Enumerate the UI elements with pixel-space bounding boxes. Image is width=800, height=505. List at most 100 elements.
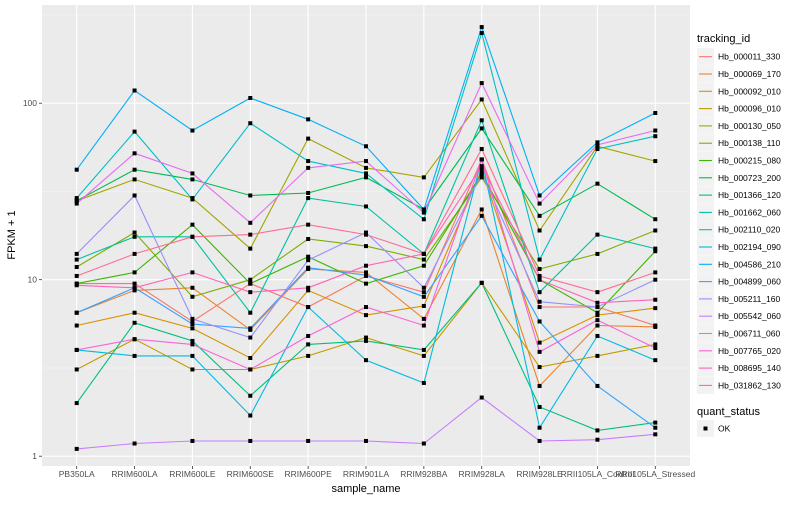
data-point-Hb_006711_060 (74, 201, 79, 206)
data-point-Hb_006711_060 (537, 201, 542, 206)
data-point-Hb_005211_160 (306, 258, 311, 263)
data-point-Hb_000723_200 (248, 193, 253, 198)
data-point-Hb_031862_130 (306, 222, 311, 227)
data-point-Hb_000092_010 (537, 340, 542, 345)
data-point-Hb_001662_060 (479, 118, 484, 123)
data-point-Hb_000092_010 (364, 313, 368, 318)
legend-label: Hb_000069_170 (718, 69, 781, 79)
data-point-Hb_007765_020 (653, 346, 658, 351)
data-point-Hb_031862_130 (364, 232, 368, 237)
data-point-Hb_001366_120 (190, 338, 195, 343)
data-point-Hb_004586_210 (537, 193, 542, 198)
data-point-Hb_000069_170 (595, 323, 600, 328)
data-point-Hb_005211_160 (537, 299, 542, 304)
data-point-Hb_000723_200 (132, 167, 137, 172)
data-point-Hb_000069_170 (421, 316, 426, 321)
legend-label: Hb_005542_060 (718, 311, 781, 321)
legend-label: Hb_004899_060 (718, 277, 781, 287)
x-tick-label: RRII105LA_Stressed (615, 469, 695, 479)
data-point-Hb_004586_210 (190, 128, 195, 133)
data-point-Hb_000092_010 (595, 313, 600, 318)
legend-label: Hb_000092_010 (718, 86, 781, 96)
data-point-Hb_000130_050 (653, 159, 658, 164)
data-point-Hb_002194_090 (306, 305, 311, 310)
data-point-Hb_006711_060 (653, 128, 658, 133)
data-point-Hb_000723_200 (653, 217, 658, 222)
data-point-Hb_006711_060 (248, 220, 253, 225)
legend-label: Hb_008695_140 (718, 363, 781, 373)
data-point-Hb_031862_130 (595, 290, 600, 295)
data-point-Hb_000069_170 (537, 383, 542, 388)
data-point-Hb_001366_120 (537, 404, 542, 409)
data-point-Hb_005542_060 (306, 438, 311, 443)
data-point-Hb_005542_060 (421, 441, 426, 446)
data-point-Hb_005542_060 (595, 437, 600, 442)
data-point-Hb_000138_110 (653, 228, 658, 233)
data-point-Hb_005542_060 (190, 438, 195, 443)
data-point-Hb_004586_210 (653, 110, 658, 115)
legend-label: Hb_002194_090 (718, 242, 781, 252)
data-point-Hb_000215_080 (595, 310, 600, 315)
data-point-Hb_001662_060 (537, 290, 542, 295)
x-tick-label: RRIM901LA (343, 469, 390, 479)
data-point-Hb_000069_170 (479, 207, 484, 212)
data-point-Hb_001366_120 (653, 420, 658, 425)
data-point-Hb_006711_060 (479, 81, 484, 86)
data-point-Hb_008695_140 (306, 285, 311, 290)
legend-label: Hb_007765_020 (718, 346, 781, 356)
x-tick-label: RRIM600SE (227, 469, 275, 479)
data-point-Hb_002194_090 (190, 353, 195, 358)
x-tick-label: PB350LA (59, 469, 95, 479)
data-point-Hb_000138_110 (190, 294, 195, 299)
data-point-Hb_000723_200 (595, 181, 600, 186)
data-point-Hb_006711_060 (595, 142, 600, 147)
data-point-Hb_001366_120 (479, 280, 484, 285)
data-point-Hb_007765_020 (306, 333, 311, 338)
x-axis: PB350LA RRIM600LA RRIM600LE RRIM600SE RRIM60… (59, 466, 695, 479)
data-point-Hb_031862_130 (537, 273, 542, 278)
data-point-Hb_002110_020 (306, 159, 311, 164)
data-point-Hb_001366_120 (595, 428, 600, 433)
data-point-Hb_005211_160 (421, 285, 426, 290)
data-point-Hb_002110_020 (364, 171, 368, 176)
data-point-Hb_008695_140 (595, 300, 600, 305)
x-tick-label: RRIM600LA (111, 469, 158, 479)
shape-legend-label: OK (718, 424, 731, 434)
data-point-Hb_000215_080 (421, 263, 426, 268)
x-tick-label: RRIM928LA (459, 469, 506, 479)
data-point-Hb_007765_020 (74, 347, 79, 352)
data-points (74, 25, 658, 451)
data-point-Hb_004899_060 (421, 294, 426, 299)
data-point-Hb_002110_020 (479, 30, 484, 35)
data-point-Hb_007765_020 (190, 342, 195, 347)
data-point-Hb_000138_110 (132, 230, 137, 235)
data-point-Hb_001366_120 (364, 338, 368, 343)
data-point-Hb_000138_110 (74, 265, 79, 270)
data-point-Hb_000138_110 (248, 277, 253, 282)
y-tick-label: 1 (32, 451, 37, 461)
data-point-Hb_000215_080 (364, 281, 368, 286)
data-point-Hb_002110_020 (132, 129, 137, 134)
data-point-Hb_007765_020 (248, 367, 253, 372)
data-point-Hb_007765_020 (364, 305, 368, 310)
x-tick-label: RRII105LA_Control (561, 469, 635, 479)
data-point-Hb_000096_010 (364, 335, 368, 340)
data-point-Hb_000130_050 (306, 136, 311, 141)
legend-label: Hb_002110_020 (718, 225, 781, 235)
data-point-Hb_000096_010 (537, 365, 542, 370)
legend-label: Hb_031862_130 (718, 380, 781, 390)
data-point-Hb_005211_160 (248, 335, 253, 340)
square-point-icon (703, 426, 708, 431)
data-point-Hb_004586_210 (421, 207, 426, 212)
data-point-Hb_004586_210 (74, 167, 79, 172)
data-point-Hb_004586_210 (306, 117, 311, 122)
data-point-Hb_001662_060 (364, 204, 368, 209)
data-point-Hb_008695_140 (364, 263, 368, 268)
data-point-Hb_000138_110 (306, 237, 311, 242)
data-point-Hb_000011_330 (132, 281, 137, 286)
y-axis-title: FPKM + 1 (6, 210, 18, 259)
data-point-Hb_004586_210 (364, 144, 368, 149)
data-point-Hb_007765_020 (479, 157, 484, 162)
legend-label: Hb_000723_200 (718, 173, 781, 183)
